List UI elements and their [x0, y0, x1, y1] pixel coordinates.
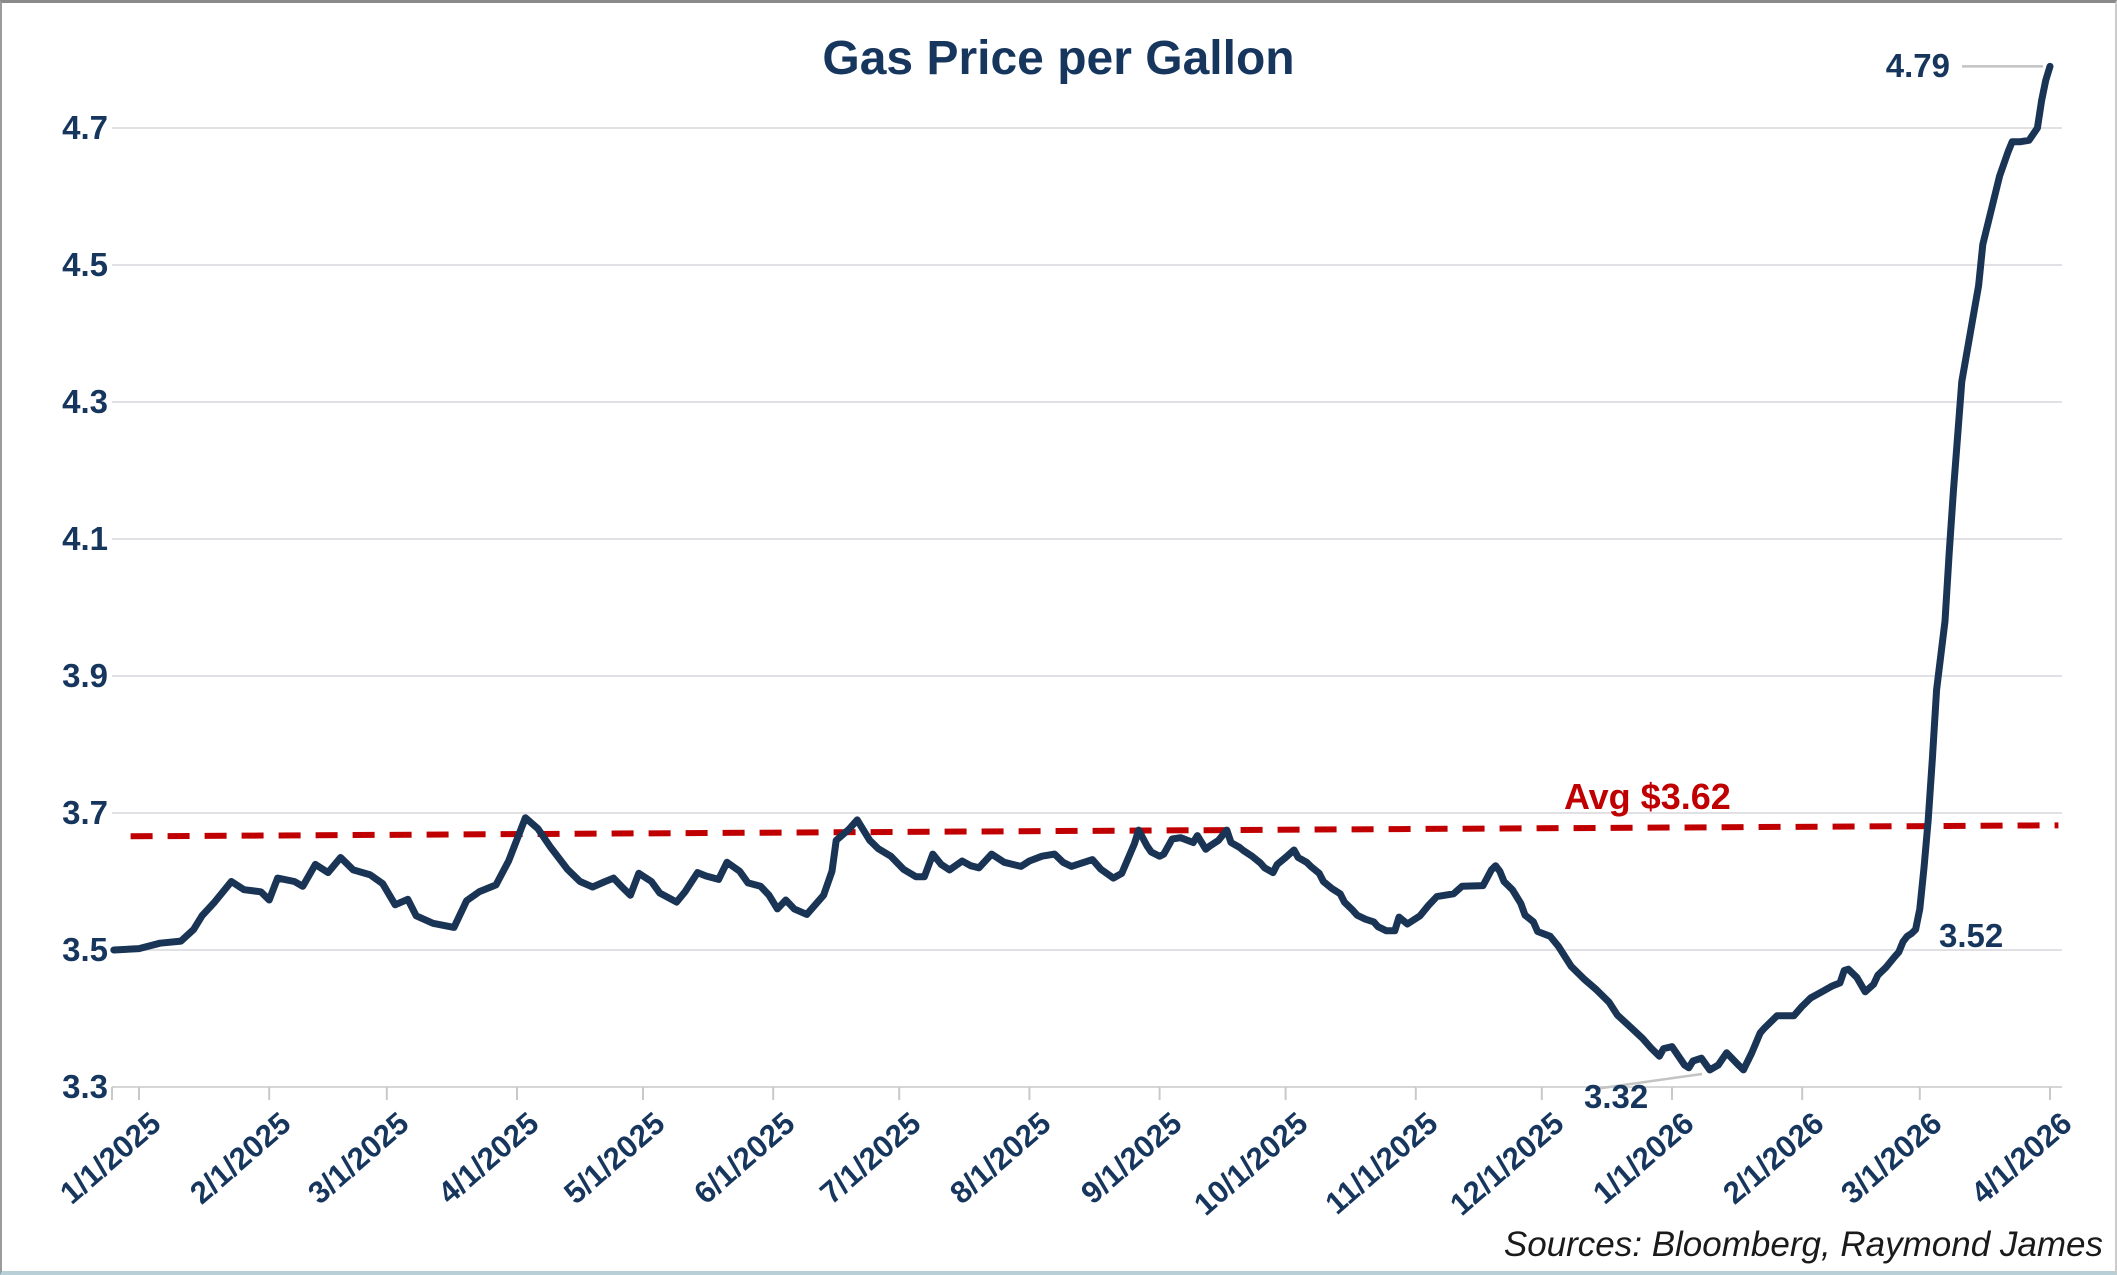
y-tick-label: 4.3 [62, 383, 108, 420]
average-line-layer [130, 822, 2059, 840]
annotation-pre-spike-value: 3.52 [1939, 917, 2004, 955]
y-tick-label: 3.9 [62, 657, 108, 694]
annotation-end-value: 4.79 [1885, 47, 1950, 85]
y-tick-label: 3.5 [62, 931, 108, 968]
y-tick-label: 3.3 [62, 1068, 108, 1105]
leader-lines-layer [1594, 65, 2043, 1091]
y-tick-label: 3.7 [62, 794, 108, 831]
source-note: Sources: Bloomberg, Raymond James [1503, 1225, 2103, 1264]
y-tick-label: 4.1 [62, 520, 108, 557]
annotation-min-value: 3.32 [1584, 1078, 1649, 1115]
x-axis-layer [111, 1087, 2051, 1100]
y-tick-label: 4.7 [62, 109, 108, 146]
leader-line-min [1594, 1072, 1703, 1091]
average-price-line [130, 822, 2059, 840]
gridlines-layer [112, 127, 2062, 1088]
gas-price-series-line [110, 62, 2054, 1074]
plot-canvas [110, 62, 2062, 1100]
chart-title: Gas Price per Gallon [822, 32, 1295, 85]
average-line-label: Avg $3.62 [1564, 776, 1731, 817]
y-tick-label: 4.5 [62, 246, 108, 283]
price-line-layer [110, 62, 2054, 1074]
